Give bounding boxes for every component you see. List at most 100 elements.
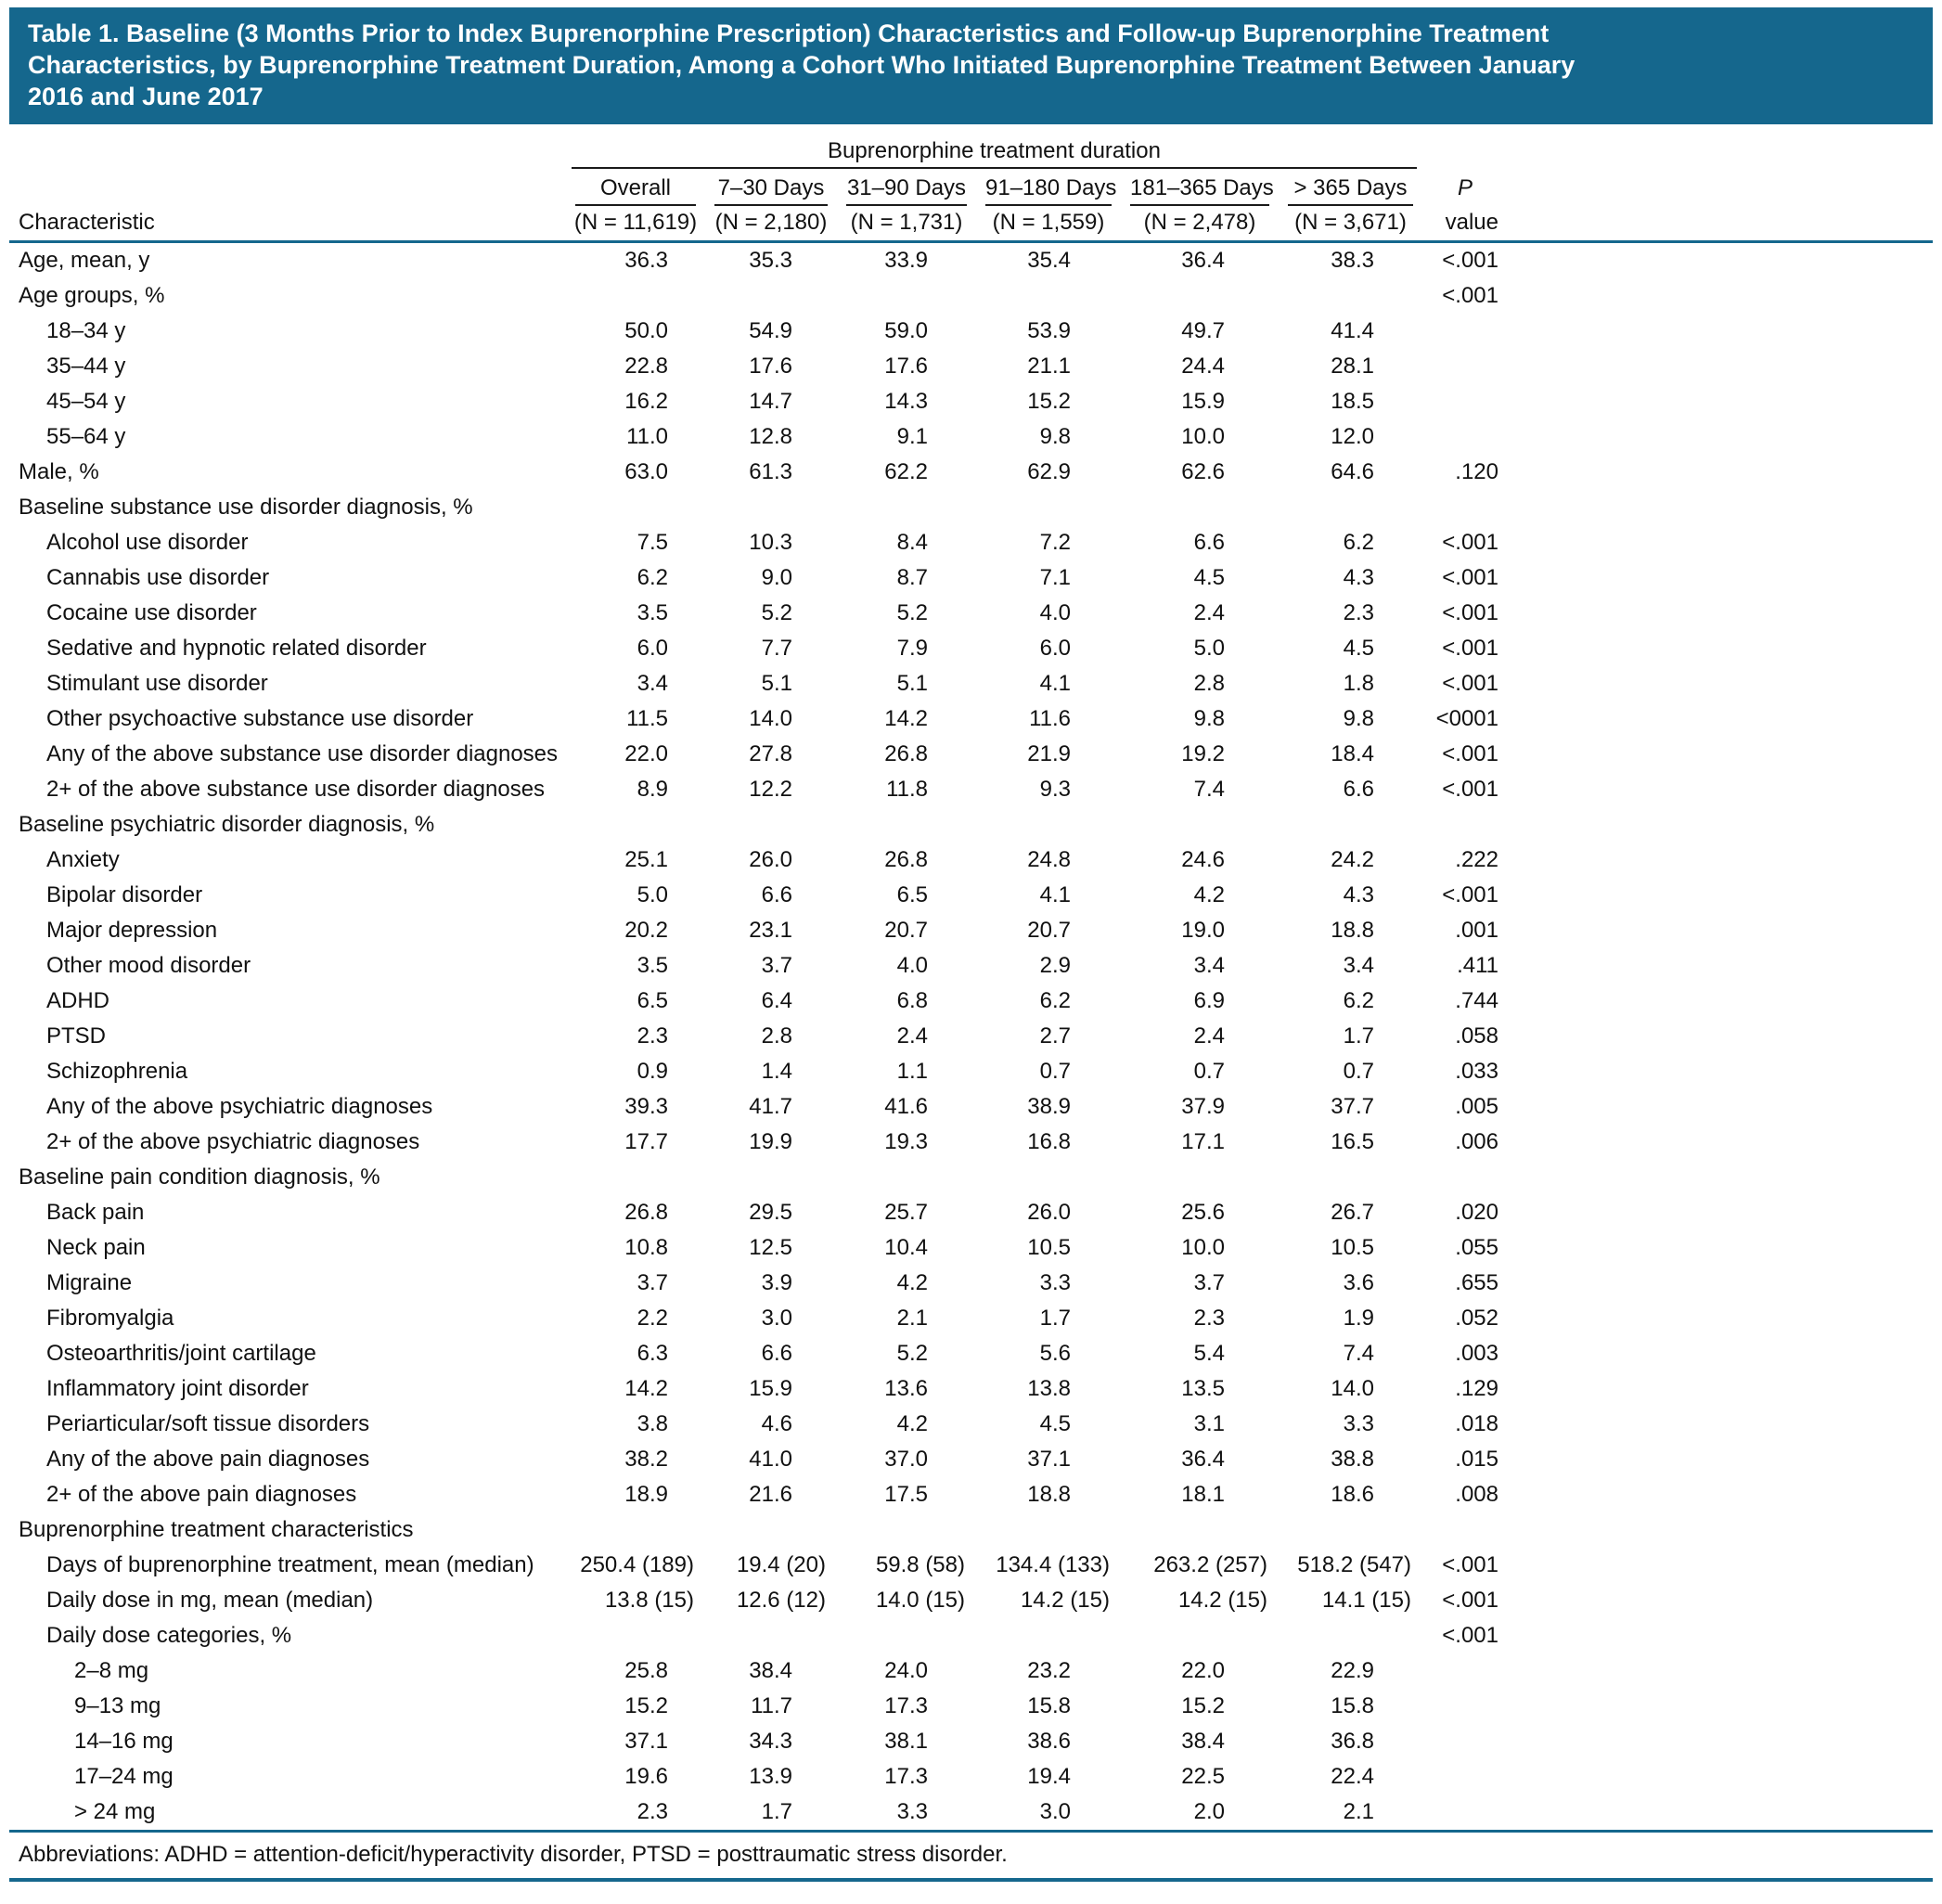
value-cell: 37.7 <box>1331 1094 1374 1119</box>
row-label: Baseline psychiatric disorder diagnosis,… <box>19 812 435 837</box>
table-row: Cannabis use disorder 6.2 9.0 8.7 7.1 4.5 4.3 <… <box>9 560 1933 596</box>
p-value-cell <box>1422 384 1513 419</box>
value-cell: 23.1 <box>749 918 792 943</box>
p-value-cell: .033 <box>1455 1059 1498 1084</box>
value-cell: 38.4 <box>749 1658 792 1683</box>
value-cell: 21.6 <box>749 1482 792 1507</box>
value-cell: 19.0 <box>1181 918 1225 943</box>
p-value-cell: <.001 <box>1442 1552 1498 1577</box>
value-cell: 1.1 <box>896 1059 928 1084</box>
table-n-row: Characteristic (N = 11,619) (N = 2,180) … <box>9 206 1933 240</box>
value-cell: 17.6 <box>749 354 792 379</box>
p-value-cell: .120 <box>1455 459 1498 484</box>
p-value-cell <box>1422 1653 1513 1689</box>
value-cell: 36.3 <box>624 248 668 273</box>
value-cell <box>837 807 976 843</box>
p-value-cell: .655 <box>1455 1270 1498 1295</box>
p-value-cell: .006 <box>1455 1129 1498 1154</box>
value-cell: 6.2 <box>1039 988 1071 1013</box>
p-value-cell: <.001 <box>1442 248 1498 273</box>
value-cell: 14.0 (15) <box>875 1588 965 1613</box>
p-value-cell: .222 <box>1455 847 1498 872</box>
table-row: 2+ of the above psychiatric diagnoses 17.… <box>9 1125 1933 1160</box>
value-cell <box>976 1618 1121 1653</box>
value-cell: 38.2 <box>624 1447 668 1472</box>
value-cell: 18.6 <box>1331 1482 1374 1507</box>
value-cell: 3.7 <box>761 953 792 978</box>
row-label: Cannabis use disorder <box>46 565 270 590</box>
value-cell: 41.6 <box>884 1094 928 1119</box>
value-cell: 18.5 <box>1331 389 1374 414</box>
n-count-31-90-days: (N = 1,731) <box>850 210 963 235</box>
value-cell: 11.8 <box>886 777 928 802</box>
row-label: 2+ of the above substance use disorder d… <box>46 777 546 802</box>
table-row: Any of the above substance use disorder … <box>9 737 1933 772</box>
value-cell: 2.4 <box>896 1023 928 1048</box>
p-value-cell: .015 <box>1455 1447 1498 1472</box>
table-row: 17–24 mg 19.6 13.9 17.3 19.4 22.5 22.4 <box>9 1759 1933 1795</box>
row-label: Major depression <box>46 918 218 943</box>
value-cell: 3.1 <box>1193 1411 1225 1436</box>
row-label: 45–54 y <box>46 389 126 414</box>
row-label: Daily dose in mg, mean (median) <box>46 1588 374 1613</box>
row-label: Sedative and hypnotic related disorder <box>46 636 427 661</box>
table-row: Age groups, % <.001 <box>9 278 1933 314</box>
value-cell: 1.4 <box>761 1059 792 1084</box>
value-cell: 64.6 <box>1331 459 1374 484</box>
p-value-cell <box>1422 349 1513 384</box>
value-cell: 53.9 <box>1027 318 1071 343</box>
p-value-cell: .003 <box>1455 1341 1498 1366</box>
table-row: Bipolar disorder 5.0 6.6 6.5 4.1 4.2 4.3 <.001 <box>9 878 1933 913</box>
row-label: Other mood disorder <box>46 953 251 978</box>
value-cell: 11.6 <box>1029 706 1071 731</box>
value-cell <box>837 490 976 525</box>
n-count-181-365-days: (N = 2,478) <box>1143 210 1256 235</box>
row-label: Periarticular/soft tissue disorders <box>46 1411 370 1436</box>
value-cell: 2.7 <box>1039 1023 1071 1048</box>
value-cell: 10.0 <box>1181 424 1225 449</box>
value-cell <box>1279 1512 1422 1548</box>
value-cell: 7.7 <box>761 636 792 661</box>
value-cell: 22.9 <box>1331 1658 1374 1683</box>
value-cell: 6.0 <box>637 636 668 661</box>
row-label: Inflammatory joint disorder <box>46 1376 309 1401</box>
table-row: 2–8 mg 25.8 38.4 24.0 23.2 22.0 22.9 <box>9 1653 1933 1689</box>
value-cell: 1.7 <box>1039 1306 1071 1331</box>
table-column-label-row: Overall 7–30 Days 31–90 Days 91–180 Days… <box>9 169 1933 206</box>
header-divider-rule <box>9 240 1933 243</box>
value-cell: 4.3 <box>1343 565 1374 590</box>
table-row: Buprenorphine treatment characteristics <box>9 1512 1933 1548</box>
column-header-7-30-days: 7–30 Days <box>714 169 828 206</box>
value-cell: 2.0 <box>1193 1799 1225 1824</box>
row-label: Stimulant use disorder <box>46 671 268 696</box>
value-cell: 5.6 <box>1039 1341 1071 1366</box>
value-cell: 19.2 <box>1181 741 1225 766</box>
column-group-heading: Buprenorphine treatment duration <box>572 130 1417 169</box>
value-cell: 36.8 <box>1331 1729 1374 1754</box>
p-value-cell <box>1422 419 1513 455</box>
p-value-cell <box>1422 314 1513 349</box>
p-value-column-subheader: value <box>1445 210 1498 235</box>
value-cell: 26.8 <box>884 847 928 872</box>
row-label: Back pain <box>46 1200 145 1225</box>
value-cell: 24.0 <box>884 1658 928 1683</box>
value-cell: 61.3 <box>749 459 792 484</box>
value-cell: 63.0 <box>624 459 668 484</box>
value-cell: 22.4 <box>1331 1764 1374 1789</box>
value-cell: 8.7 <box>896 565 928 590</box>
value-cell: 2.3 <box>1343 600 1374 625</box>
value-cell: 7.2 <box>1039 530 1071 555</box>
value-cell: 50.0 <box>624 318 668 343</box>
value-cell: 1.7 <box>761 1799 792 1824</box>
value-cell: 14.2 (15) <box>1020 1588 1110 1613</box>
p-value-cell: .005 <box>1455 1094 1498 1119</box>
value-cell: 3.7 <box>1193 1270 1225 1295</box>
value-cell: 24.8 <box>1027 847 1071 872</box>
value-cell: 37.1 <box>1027 1447 1071 1472</box>
table: Buprenorphine treatment duration Overall… <box>9 124 1933 1882</box>
value-cell: 7.5 <box>637 530 668 555</box>
table-row: Fibromyalgia 2.2 3.0 2.1 1.7 2.3 1.9 .052 <box>9 1301 1933 1336</box>
table-row: Baseline pain condition diagnosis, % <box>9 1160 1933 1195</box>
value-cell: 7.4 <box>1343 1341 1374 1366</box>
value-cell: 4.5 <box>1343 636 1374 661</box>
